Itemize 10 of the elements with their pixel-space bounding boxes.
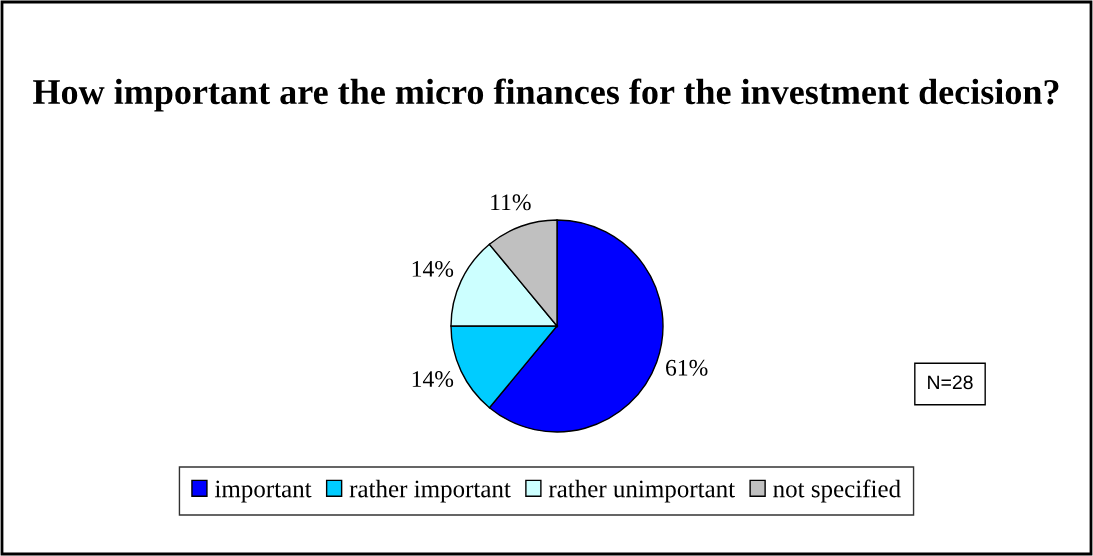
legend-label: important	[214, 480, 312, 503]
legend-label: not specified	[773, 479, 901, 503]
data-label: 11%	[491, 194, 531, 211]
legend-label: rather unimportant	[548, 479, 735, 503]
data-label: 61%	[666, 359, 708, 376]
chart-title: How important are the micro finances for the investment decision?	[33, 78, 1059, 112]
text: N=28	[928, 375, 973, 390]
legend-label: rather important	[349, 479, 511, 503]
data-label: 14%	[412, 371, 454, 388]
data-label: 14%	[412, 260, 454, 277]
